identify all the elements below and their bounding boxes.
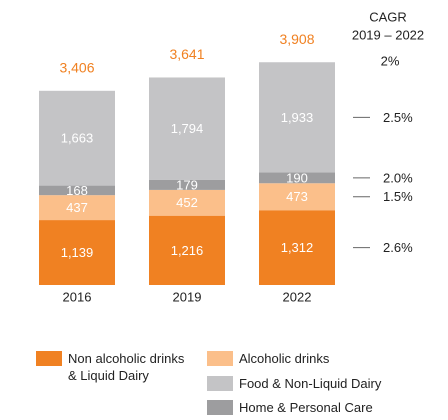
cagr-label: 2.5% (383, 110, 413, 125)
bar-segment (149, 77, 225, 180)
legend-swatch (207, 400, 233, 415)
total-label: 3,406 (59, 60, 94, 76)
total-cagr: 2% (381, 53, 400, 68)
value-label: 168 (66, 183, 88, 198)
value-label: 1,139 (61, 245, 94, 260)
legend-label: Non alcoholic drinks & Liquid Dairy (68, 351, 185, 383)
cagr-title: CAGR (369, 9, 407, 24)
legend-swatch (207, 351, 233, 366)
bar-segment (259, 183, 335, 211)
legend-label: Alcoholic drinks (239, 351, 330, 366)
value-label: 1,216 (171, 243, 204, 258)
total-label: 3,641 (169, 46, 204, 62)
x-tick-label: 2019 (173, 289, 202, 304)
bar-segment (39, 185, 115, 196)
value-label: 452 (176, 195, 198, 210)
bar-segment (149, 179, 225, 190)
bar-segment (259, 210, 335, 285)
legend-swatch (36, 351, 62, 366)
total-label: 3,908 (279, 31, 314, 47)
value-label: 1,663 (61, 131, 94, 146)
value-label: 1,794 (171, 121, 204, 136)
bar-segment (149, 189, 225, 216)
legend-label: Food & Non-Liquid Dairy (239, 376, 382, 391)
value-label: 190 (286, 170, 308, 185)
cagr-label: 1.5% (383, 189, 413, 204)
bar-segment (149, 215, 225, 285)
value-label: 1,933 (281, 110, 314, 125)
cagr-label: 2.6% (383, 240, 413, 255)
legend-swatch (207, 376, 233, 391)
bar-segment (39, 220, 115, 285)
x-tick-label: 2016 (63, 289, 92, 304)
value-label: 473 (286, 189, 308, 204)
bar-segment (39, 90, 115, 186)
bar-segment (39, 195, 115, 221)
legend-label: Home & Personal Care (239, 400, 373, 415)
cagr-label: 2.0% (383, 170, 413, 185)
x-tick-label: 2022 (283, 289, 312, 304)
bar-segment (259, 62, 335, 173)
value-label: 1,312 (281, 240, 314, 255)
value-label: 179 (176, 177, 198, 192)
bar-segment (259, 172, 335, 184)
value-label: 437 (66, 200, 88, 215)
cagr-period: 2019 – 2022 (352, 27, 424, 42)
